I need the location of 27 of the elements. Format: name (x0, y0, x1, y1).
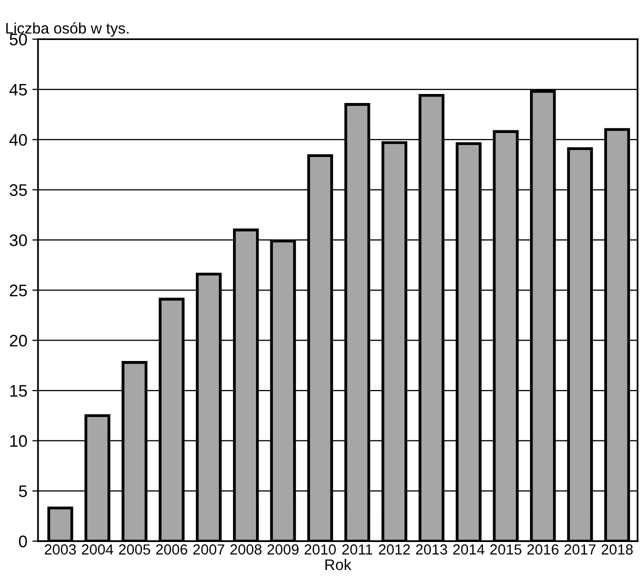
x-tick-label: 2006 (156, 544, 188, 555)
x-tick-label: 2008 (230, 544, 262, 555)
y-tick-label: 0 (18, 536, 27, 548)
y-tick-label: 20 (10, 334, 27, 347)
y-tick-label: 35 (10, 184, 27, 196)
x-tick-label: 2012 (378, 544, 410, 555)
x-tick-label: 2016 (527, 544, 558, 555)
x-tick-label: 2009 (268, 544, 299, 555)
x-tick-label: 2007 (193, 544, 224, 555)
x-tick-label: 2011 (342, 544, 372, 555)
x-tick-label: 2018 (602, 544, 633, 555)
x-tick-label: 2014 (453, 544, 484, 555)
y-tick-label: 30 (10, 234, 27, 246)
x-tick-label: 2004 (82, 544, 114, 555)
y-tick-label: 5 (18, 486, 27, 498)
x-axis-title: Rok (325, 558, 352, 570)
x-tick-label: 2005 (119, 544, 150, 555)
y-tick-label: 25 (10, 284, 27, 296)
x-tick-label: 2013 (416, 544, 448, 555)
y-tick-label: 10 (10, 435, 27, 447)
y-tick-label: 15 (10, 385, 27, 397)
y-tick-label: 45 (9, 84, 27, 96)
x-tick-label: 2015 (490, 544, 522, 555)
x-tick-label: 2003 (44, 544, 76, 555)
y-tick-label: 40 (9, 134, 27, 146)
x-tick-label: 2017 (564, 544, 596, 555)
x-tick-label: 2010 (304, 544, 336, 555)
